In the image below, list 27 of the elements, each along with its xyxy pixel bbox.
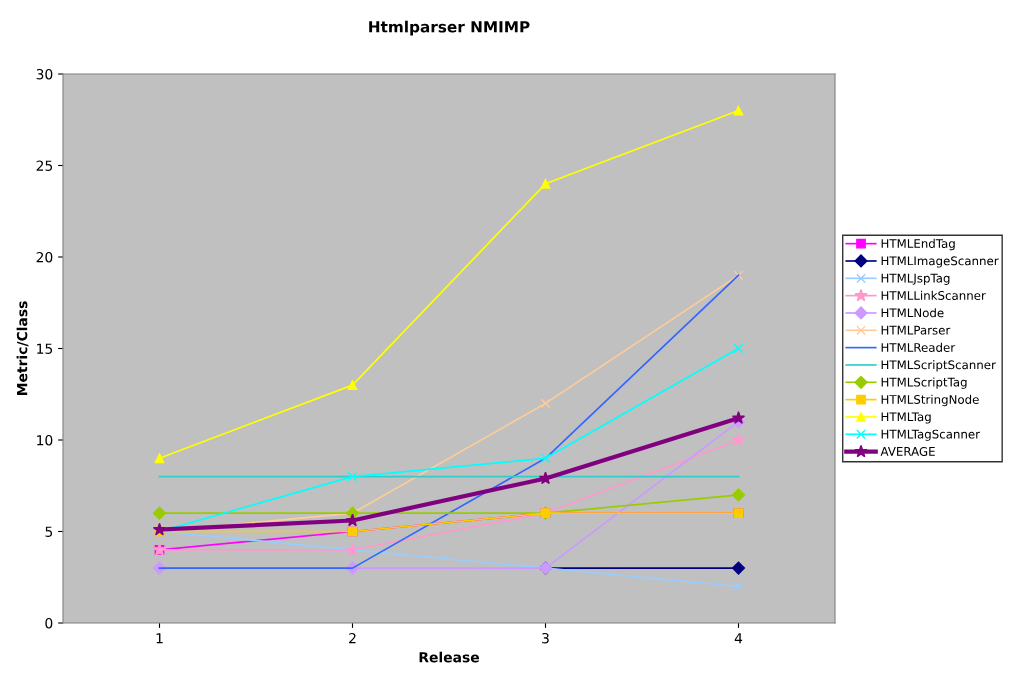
- legend-label: HTMLScriptScanner: [881, 360, 996, 372]
- y-tick-label: 30: [36, 68, 53, 80]
- legend-label: HTMLEndTag: [881, 238, 955, 251]
- chart-title: Htmlparser NMIMP: [369, 20, 530, 36]
- legend-label: HTMLJspTag: [881, 273, 950, 285]
- x-tick-label: 2: [349, 632, 356, 644]
- x-tick-label: 3: [542, 632, 549, 644]
- x-axis-title: Release: [419, 651, 479, 663]
- legend-label: HTMLReader: [881, 342, 956, 352]
- y-tick-label: 10: [37, 434, 53, 446]
- y-tick-label: 5: [45, 526, 53, 537]
- legend-label: HTMLParser: [881, 325, 951, 335]
- legend-label: HTMLLinkScanner: [881, 290, 986, 300]
- legend-label: HTMLTagScanner: [881, 429, 981, 441]
- legend-label: HTMLNode: [881, 308, 944, 318]
- legend-label: HTMLScriptTag: [881, 377, 967, 389]
- legend-label: AVERAGE: [880, 446, 935, 456]
- x-tick-label: 4: [734, 633, 743, 644]
- legend-label: HTMLStringNode: [881, 394, 979, 407]
- y-tick-label: 20: [36, 251, 53, 263]
- legend-label: HTMLTag: [881, 412, 931, 424]
- y-tick-label: 15: [37, 343, 53, 354]
- y-axis-title: Metric/Class: [16, 301, 29, 396]
- y-tick-label: 0: [45, 617, 53, 629]
- legend-label: HTMLImageScanner: [881, 256, 999, 268]
- y-tick-label: 25: [36, 160, 53, 171]
- x-tick-label: 1: [156, 633, 163, 644]
